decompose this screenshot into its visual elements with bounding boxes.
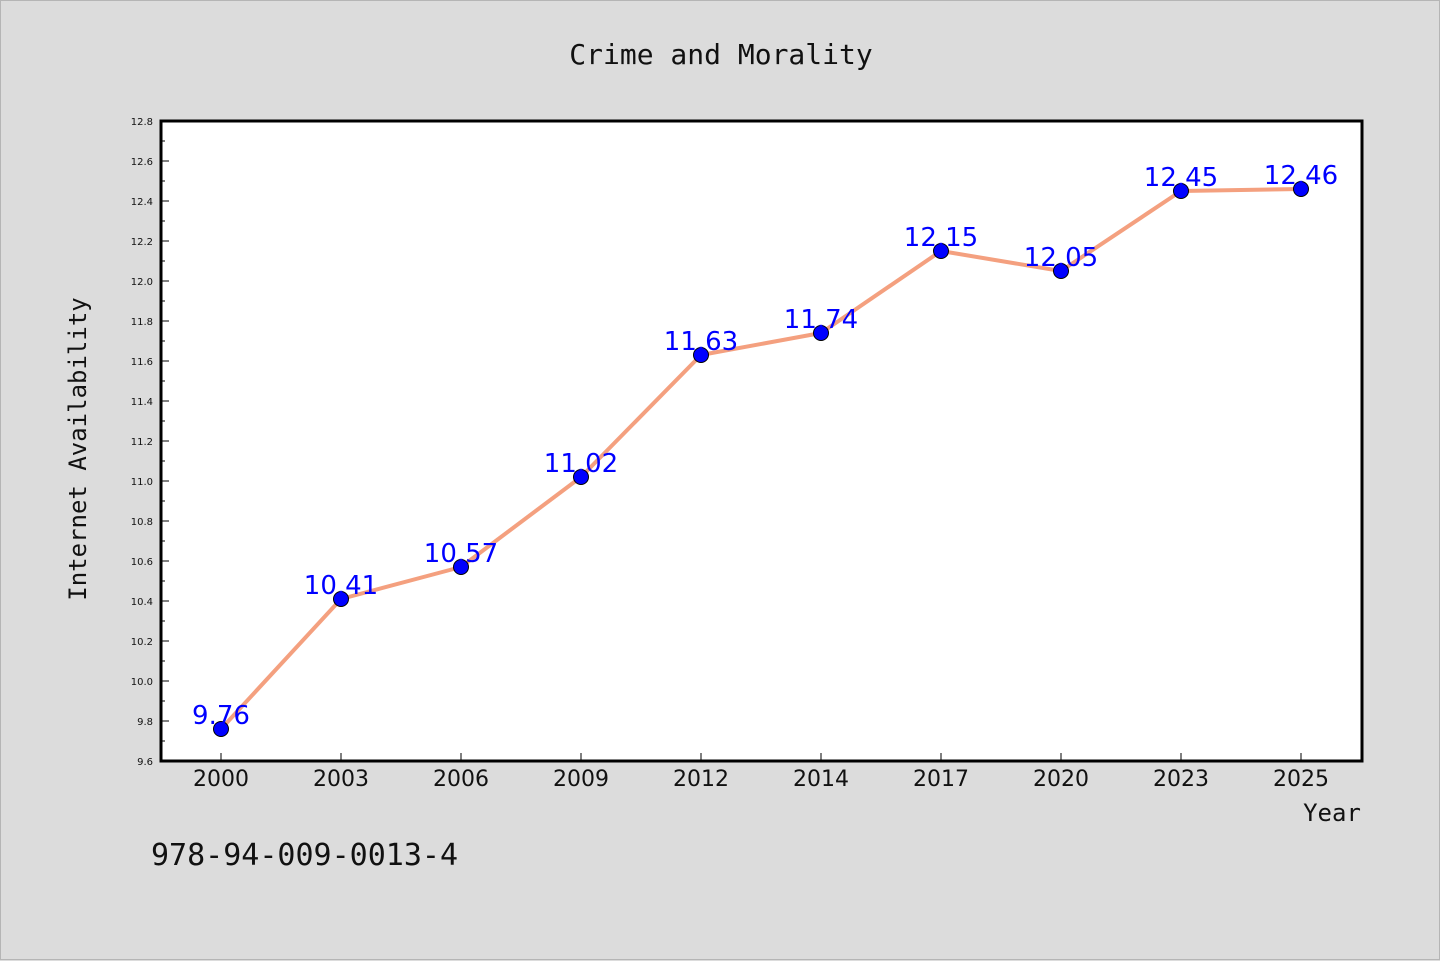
data-label: 10.57 [424, 539, 498, 569]
y-tick-label: 12.6 [131, 157, 153, 168]
y-tick-label: 12.0 [131, 277, 153, 288]
x-tick-label: 2012 [673, 767, 729, 792]
series-line [219, 187, 1303, 731]
x-axis: 2000 2003 2006 2009 2012 2014 2017 2020 2023 2025 [193, 753, 1329, 792]
data-label: 11.02 [544, 449, 618, 479]
data-point-marker [1053, 263, 1069, 279]
y-tick-label: 10.8 [131, 517, 153, 528]
data-label: 11.63 [664, 327, 738, 357]
data-label: 12.45 [1144, 163, 1218, 193]
series-line-group: 9.76 10.41 10.57 11.02 11.63 11.74 12.15 12.05 1… [192, 161, 1338, 737]
data-point-marker [1173, 183, 1189, 199]
y-tick-label: 10.6 [131, 557, 153, 568]
x-tick-label: 2017 [913, 767, 969, 792]
x-axis-label: Year [1303, 799, 1361, 827]
data-point-marker [333, 591, 349, 607]
plot-frame [159, 119, 1364, 763]
data-label: 11.74 [784, 305, 858, 335]
y-tick-label: 9.8 [137, 717, 153, 728]
y-tick-label: 11.0 [131, 477, 153, 488]
x-tick-label: 2014 [793, 767, 849, 792]
y-axis-label: Internet Availability [64, 297, 92, 600]
data-point-marker [213, 721, 229, 737]
y-tick-label: 11.6 [131, 357, 153, 368]
x-tick-label: 2000 [193, 767, 249, 792]
data-point-marker [1293, 181, 1309, 197]
y-tick-label: 11.4 [131, 397, 153, 408]
data-label: 9.76 [192, 701, 250, 731]
data-point-marker [573, 469, 589, 485]
y-axis: 9.6 9.8 10.0 10.2 10.4 10.6 10.8 11.0 11.2 11.4 11… [131, 117, 169, 768]
data-label: 12.15 [904, 223, 978, 253]
data-point-marker [453, 559, 469, 575]
data-point-marker [813, 325, 829, 341]
y-tick-label: 9.6 [137, 757, 153, 768]
x-tick-label: 2009 [553, 767, 609, 792]
x-tick-label: 2020 [1033, 767, 1089, 792]
plot-area [161, 121, 1362, 761]
y-tick-label: 11.2 [131, 437, 153, 448]
chart-title: Crime and Morality [569, 38, 872, 71]
y-tick-label: 12.2 [131, 237, 153, 248]
data-point-marker [933, 243, 949, 259]
data-label: 12.46 [1264, 161, 1338, 191]
x-tick-label: 2006 [433, 767, 489, 792]
data-point-marker [693, 347, 709, 363]
y-tick-label: 11.8 [131, 317, 153, 328]
y-tick-label: 12.4 [131, 197, 153, 208]
data-label: 10.41 [304, 571, 378, 601]
x-tick-label: 2023 [1153, 767, 1209, 792]
y-tick-label: 10.0 [131, 677, 153, 688]
data-label: 12.05 [1024, 243, 1098, 273]
y-tick-label: 10.2 [131, 637, 153, 648]
y-tick-label: 10.4 [131, 597, 153, 608]
x-tick-label: 2025 [1273, 767, 1329, 792]
isbn-text: 978-94-009-0013-4 [151, 838, 458, 873]
x-tick-label: 2003 [313, 767, 369, 792]
y-tick-label: 12.8 [131, 117, 153, 128]
